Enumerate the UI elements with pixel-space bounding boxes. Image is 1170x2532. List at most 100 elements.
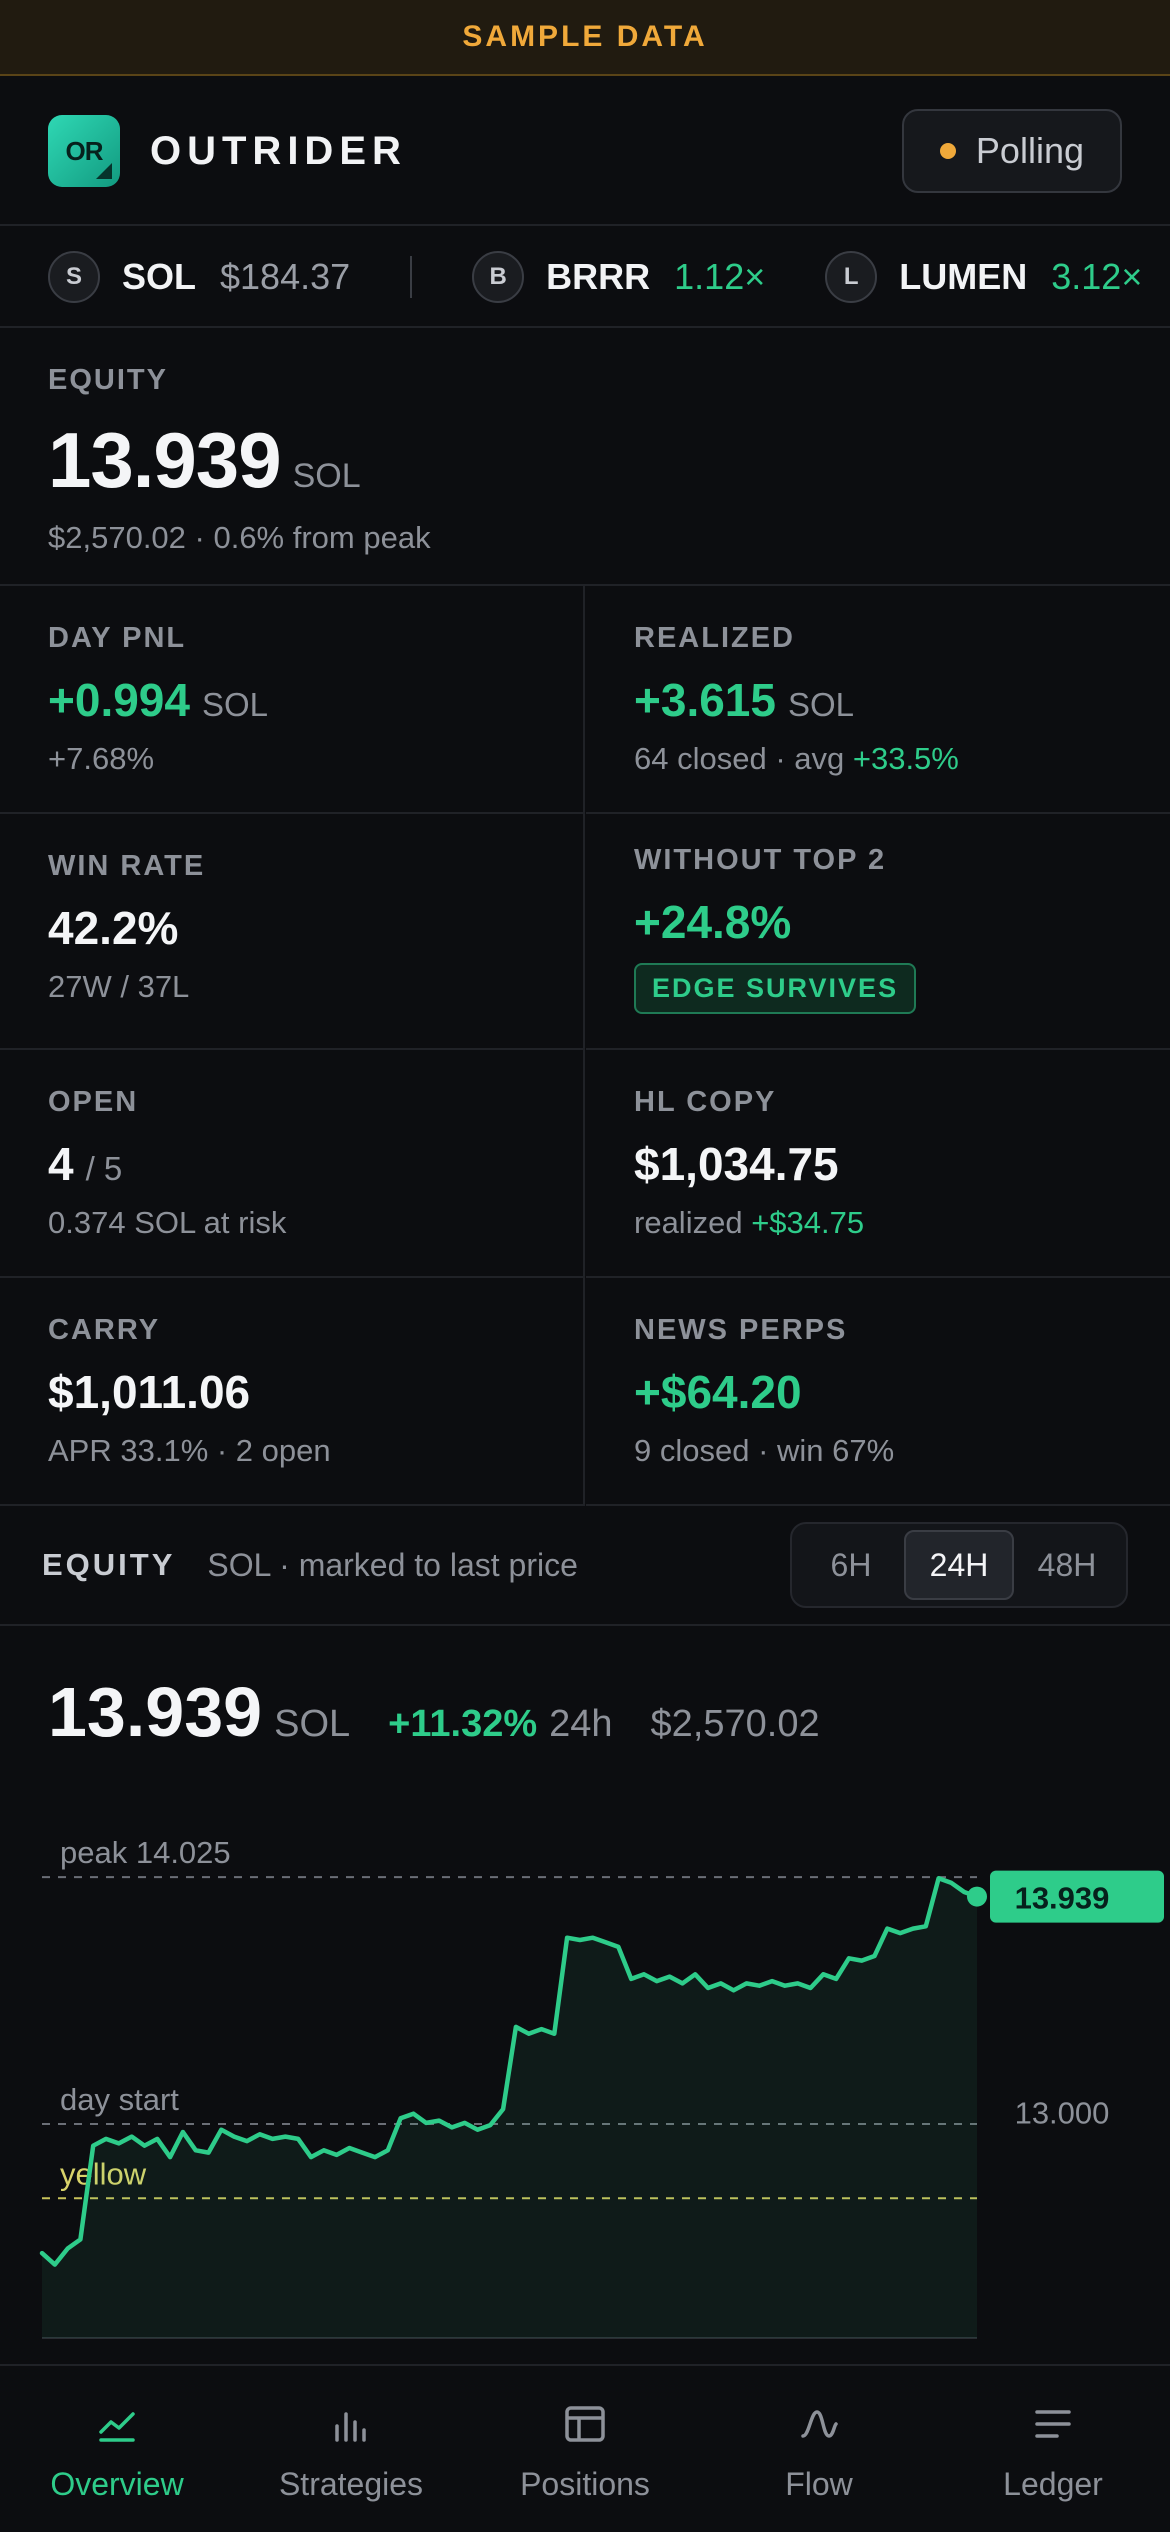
stat-sub: 64 closed · avg (634, 741, 853, 776)
equity-area (42, 1878, 977, 2338)
status-dot-icon (939, 143, 956, 159)
chart-change: +11.32% (388, 1703, 538, 1745)
stat-value: $1,011.06 (48, 1366, 251, 1418)
token-symbol: LUMEN (899, 256, 1028, 297)
banner-text: SAMPLE DATA (462, 20, 708, 53)
annotation-label: peak 14.025 (60, 1835, 231, 1870)
y-tick-label: 13.000 (1015, 2095, 1110, 2130)
token-symbol: SOL (122, 256, 197, 297)
range-48h-button[interactable]: 48H (1037, 1546, 1097, 1583)
edge-survives-badge: EDGE SURVIVES (634, 963, 917, 1014)
ticker-item[interactable]: S SOL $184.37 (48, 251, 350, 303)
polling-status-button[interactable]: Polling (901, 109, 1122, 193)
stat-news-perps[interactable]: NEWS PERPS +$64.20 9 closed · win 67% (586, 1278, 1170, 1506)
token-value: 3.12× (1051, 256, 1143, 297)
stat-hl-copy[interactable]: HL COPY $1,034.75 realized +$34.75 (586, 1050, 1170, 1278)
stat-unit: SOL (201, 686, 269, 723)
stat-without-top2[interactable]: WITHOUT TOP 2 +24.8% EDGE SURVIVES (586, 814, 1170, 1050)
stat-label: HL COPY (634, 1086, 777, 1118)
stat-sub: APR 33.1% · 2 open (48, 1433, 331, 1468)
token-badge: S (48, 251, 100, 303)
nav-label: Overview (50, 2466, 184, 2502)
last-value-label: 13.939 (1015, 1881, 1110, 1916)
nav-positions[interactable]: Positions (468, 2366, 702, 2532)
stat-value: +$64.20 (634, 1366, 802, 1418)
list-icon (1035, 2410, 1071, 2438)
chart-title: EQUITY (42, 1547, 176, 1582)
wave-icon (801, 2410, 838, 2438)
chart-unit: SOL (274, 1703, 351, 1745)
equity-summary: EQUITY 13.939 SOL $2,570.02 · 0.6% from … (0, 330, 1170, 586)
stat-label: DAY PNL (48, 622, 187, 654)
stat-label: REALIZED (634, 622, 795, 654)
equity-line (39, 1876, 980, 2267)
ticker-item[interactable]: B BRRR 1.12× (472, 251, 765, 303)
bottom-nav: Overview Strategies Positions Flow Ledge… (0, 2364, 1170, 2532)
ticker-item[interactable]: L LUMEN 3.12× (825, 251, 1142, 303)
stat-sub: realized (634, 1205, 752, 1240)
stat-value: +24.8% (634, 896, 792, 948)
chart-subtitle: SOL · marked to last price (207, 1546, 578, 1583)
app-header: OR OUTRIDER Polling (0, 78, 1170, 226)
token-symbol: BRRR (546, 256, 651, 297)
stat-sub-value: +33.5% (852, 741, 959, 776)
nav-strategies[interactable]: Strategies (234, 2366, 468, 2532)
stat-unit: SOL (787, 686, 855, 723)
last-value-tag (990, 1870, 1164, 1923)
nav-label: Flow (785, 2466, 853, 2502)
stat-label: NEWS PERPS (634, 1314, 848, 1346)
stat-of: / 5 (85, 1150, 123, 1187)
stat-sub: 0.374 SOL at risk (48, 1205, 287, 1240)
stat-sub: 9 closed · win 67% (634, 1433, 895, 1468)
stat-label: CARRY (48, 1314, 161, 1346)
brand-name: OUTRIDER (150, 128, 407, 173)
range-selector[interactable]: 6H 24H 48H (790, 1522, 1128, 1608)
price-ticker[interactable]: S SOL $184.37 B BRRR 1.12× L LUMEN 3.12× (0, 228, 1170, 328)
stat-label: OPEN (48, 1086, 139, 1118)
equity-chart-header: EQUITY SOL · marked to last price 6H 24H… (0, 1506, 1170, 1626)
range-6h-button[interactable]: 6H (830, 1546, 872, 1583)
stat-value: $1,034.75 (634, 1138, 839, 1190)
polling-label: Polling (975, 130, 1084, 171)
stat-day-pnl[interactable]: DAY PNL +0.994 SOL +7.68% (0, 586, 585, 814)
sample-data-banner: SAMPLE DATA (0, 0, 1170, 76)
stat-label: WITHOUT TOP 2 (634, 844, 887, 876)
token-badge: L (825, 251, 878, 303)
stat-value: +3.615 (634, 674, 776, 726)
chart-usd-value: $2,570.02 (650, 1703, 820, 1745)
stat-value: 42.2% (48, 902, 179, 954)
stat-sub: 27W / 37L (48, 969, 190, 1004)
stat-value: 4 (48, 1138, 74, 1190)
token-value: 1.12× (674, 256, 766, 297)
bar-chart-icon (335, 2412, 366, 2442)
ticker-divider (410, 256, 413, 298)
nav-overview[interactable]: Overview (0, 2366, 234, 2532)
nav-label: Ledger (1003, 2466, 1103, 2502)
token-badge: B (472, 251, 525, 303)
equity-label: EQUITY (48, 364, 168, 396)
logo-corner-icon (96, 163, 112, 179)
stat-open[interactable]: OPEN 4 / 5 0.374 SOL at risk (0, 1050, 585, 1278)
stat-value: +0.994 (48, 674, 190, 726)
equity-value: 13.939 (48, 416, 282, 504)
stat-label: WIN RATE (48, 850, 206, 882)
stat-carry[interactable]: CARRY $1,011.06 APR 33.1% · 2 open (0, 1278, 585, 1506)
chart-period: 24h (549, 1703, 613, 1745)
stat-realized[interactable]: REALIZED +3.615 SOL 64 closed · avg +33.5… (586, 586, 1170, 814)
nav-label: Strategies (278, 2466, 424, 2502)
trend-line-icon (99, 2412, 135, 2442)
chart-current-value: 13.939 (48, 1673, 263, 1751)
range-24h-button[interactable]: 24H (904, 1530, 1014, 1600)
last-point-marker (967, 1886, 987, 1907)
layout-icon (565, 2406, 605, 2442)
stat-win-rate[interactable]: WIN RATE 42.2% 27W / 37L (0, 814, 585, 1050)
nav-ledger[interactable]: Ledger (936, 2366, 1170, 2532)
equity-unit: SOL (292, 457, 361, 495)
stat-sub: +7.68% (48, 741, 155, 776)
chart-summary: 13.939 SOL +11.32% 24h $2,570.02 (48, 1672, 820, 1752)
logo-text: OR (65, 135, 104, 166)
annotation-label: day start (60, 2082, 179, 2117)
nav-label: Positions (520, 2466, 650, 2502)
nav-flow[interactable]: Flow (702, 2366, 936, 2532)
